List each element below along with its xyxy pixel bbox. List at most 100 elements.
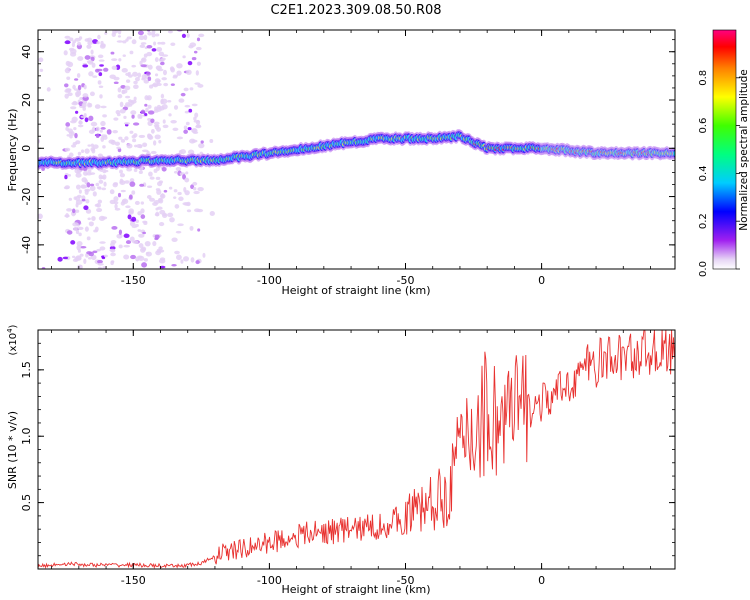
spectrogram-noise-blob [79, 246, 87, 249]
spectrogram-noise-blob [177, 223, 184, 227]
spectrogram-noise-blob [98, 174, 103, 180]
spectrogram-noise-blob [181, 33, 187, 38]
spectrogram-noise-blob [141, 77, 146, 81]
spectrogram-noise-blob [97, 54, 104, 59]
spectrogram-noise-blob [175, 230, 182, 234]
spectrogram-noise-blob [173, 189, 178, 193]
spectrogram-noise-blob [110, 51, 115, 55]
spectrogram-noise-blob [68, 197, 73, 201]
spectrogram-noise-blob [87, 168, 92, 174]
spectrogram-noise-blob [124, 180, 130, 184]
spectrogram-noise-blob [155, 65, 162, 70]
spectrogram-noise-blob [183, 256, 190, 262]
spectrogram-noise-blob [74, 132, 78, 139]
spectrogram-signal-spread [621, 147, 625, 160]
spectrogram-noise-blob [182, 55, 186, 59]
spectrogram-noise-blob [41, 266, 46, 269]
spectrogram-y-ticks: -40 -20 0 20 40 [20, 39, 675, 270]
spectrogram-noise-blob [74, 78, 79, 81]
spectrogram-noise-blob [118, 136, 123, 140]
spectrogram-noise-blob [117, 192, 122, 198]
spectrogram-noise-blob [194, 208, 201, 213]
spectrogram-noise-blob [187, 61, 193, 66]
spectrogram-noise-blob [140, 64, 147, 68]
spectrogram-noise-blob [140, 208, 145, 214]
spectrogram-noise-blob [103, 169, 109, 173]
spectrogram-noise-blob [138, 233, 145, 238]
spectrogram-noise-blob [62, 256, 69, 260]
spectrogram-noise-blob [110, 252, 116, 257]
spectrogram-noise-blob [194, 112, 199, 118]
spectrogram-noise-blob [193, 190, 200, 195]
spectrogram-noise-blob [133, 80, 138, 85]
spectrogram-noise-blob [200, 140, 204, 144]
spectrogram-noise-blob [194, 82, 201, 85]
spectrogram-noise-blob [137, 72, 142, 78]
spectrogram-noise-blob [68, 152, 74, 158]
spectrogram-noise-blob [111, 65, 118, 70]
spectrogram-noise-blob [96, 248, 101, 252]
colorbar-label: Normalized spectral amplitude [738, 69, 750, 230]
spectrogram-y-tick-label: -20 [20, 188, 33, 206]
spectrogram-noise-blob [173, 196, 177, 199]
spectrogram-noise-blob [64, 147, 71, 152]
spectrogram-signal-spread [647, 147, 651, 160]
spectrogram-noise-blob [171, 263, 177, 267]
spectrogram-noise-blob [176, 70, 182, 76]
spectrogram-noise-blob [150, 118, 155, 123]
spectrogram-noise-blob [158, 221, 165, 227]
spectrogram-noise-blob [129, 50, 134, 55]
spectrogram-noise-blob [111, 226, 118, 230]
spectrogram-noise-blob [102, 266, 106, 269]
spectrogram-noise-blob [114, 207, 121, 211]
spectrogram-noise-blob [83, 205, 89, 211]
spectrogram-noise-blob [123, 244, 130, 248]
spectrogram-noise-blob [75, 202, 79, 208]
colorbar-tick-label: 0.2 [698, 213, 709, 229]
spectrogram-noise-blob [85, 199, 90, 204]
spectrogram-noise-blob [123, 254, 130, 260]
spectrogram-noise-blob [128, 99, 132, 103]
spectrogram-noise-blob [71, 144, 77, 148]
spectrogram-noise-blob [191, 128, 198, 134]
spectrogram-noise-blob [66, 76, 71, 80]
spectrogram-noise-blob [129, 236, 135, 242]
spectrogram-noise-blob [91, 148, 96, 154]
spectrogram-noise-blob [180, 92, 186, 97]
spectrogram-noise-blob [185, 121, 190, 126]
spectrogram-noise-blob [174, 204, 180, 209]
spectrogram-noise-blob [82, 106, 86, 111]
spectrogram-noise-blob [76, 194, 82, 199]
spectrogram-noise-blob [159, 265, 166, 269]
spectrogram-noise-blob [152, 241, 157, 247]
colorbar-gradient [712, 29, 737, 270]
spectrogram-noise-blob [77, 124, 84, 128]
spectrogram-signal-spread [566, 144, 570, 157]
spectrogram-noise-blob [186, 201, 191, 207]
spectrogram-noise-blob [186, 33, 190, 38]
spectrogram-noise-blob [158, 139, 162, 144]
spectrogram-noise-blob [121, 199, 127, 203]
spectrogram-noise-blob [134, 200, 140, 205]
spectrogram-noise-blob [97, 34, 101, 40]
spectrogram-signal-spread [670, 147, 674, 160]
spectrogram-signal-spread [598, 147, 602, 160]
spectrogram-noise-blob [90, 121, 98, 127]
spectrogram-noise-blob [191, 103, 198, 107]
spectrogram-signal-spread [667, 147, 671, 160]
spectrogram-signal-spread [605, 147, 609, 160]
spectrogram-noise-blob [156, 82, 162, 87]
spectrogram-heatmap [38, 30, 675, 269]
spectrogram-noise-blob [64, 83, 69, 88]
colorbar: 0.0 0.2 0.4 0.6 0.8 Normalized spectral ampl… [698, 29, 750, 277]
spectrogram-noise-blob [155, 207, 159, 211]
snr-y-ticks: 0.5 1.0 1.5 [20, 329, 675, 570]
spectrogram-signal-spread [592, 146, 596, 159]
spectrogram-noise-blob [209, 139, 214, 143]
spectrogram-noise-blob [78, 189, 82, 194]
spectrogram-noise-blob [154, 73, 159, 77]
spectrogram-noise-blob [144, 103, 148, 107]
spectrogram-noise-blob [168, 113, 172, 117]
spectrogram-noise-blob [169, 217, 175, 223]
